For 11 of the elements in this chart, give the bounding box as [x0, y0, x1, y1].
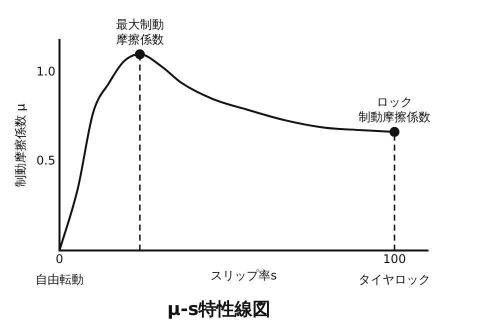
text: μ-s特性線図 [167, 298, 271, 320]
x-tick-label: 100 [383, 252, 406, 266]
annotation: ロック制動摩擦係数 [358, 95, 430, 124]
text: タイヤロック [358, 272, 430, 287]
y-tick-label: 0.5 [36, 153, 56, 168]
x-tick-label: 0 [56, 252, 64, 266]
y-tick-label: 1.0 [36, 64, 56, 78]
text: 自由転動 [35, 272, 84, 287]
y-axis-title: 制動摩擦係数 μ [13, 103, 28, 188]
x-axis-title: スリップ率s [210, 268, 277, 282]
annotation: 最大制動摩擦係数 [116, 17, 164, 46]
